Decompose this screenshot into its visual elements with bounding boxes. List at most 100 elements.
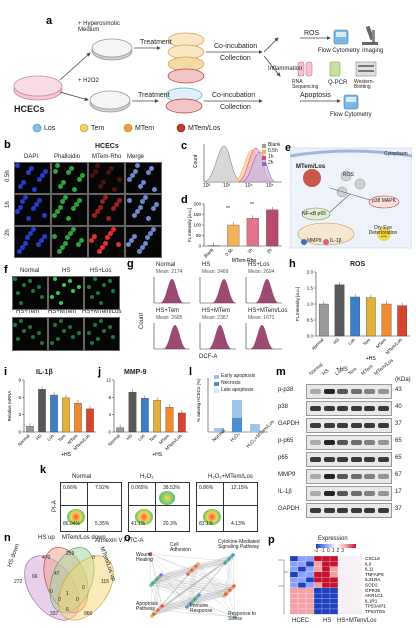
- ytick: 1.0: [307, 302, 314, 307]
- micrograph-b-1-2: [88, 194, 125, 226]
- heat-cell: [289, 608, 299, 615]
- heat-cell: [305, 603, 315, 610]
- col-dapi: DAPI: [24, 154, 39, 160]
- k-q_ur-1: 38.53%: [163, 485, 180, 491]
- qpcr-label: Q-PCR: [328, 80, 348, 86]
- micrograph-b-2-2: [88, 226, 125, 258]
- l-bar-normal: [214, 428, 224, 432]
- g-label-1: HS: [202, 262, 211, 268]
- bar-HS: [38, 389, 46, 433]
- k-plot-2: 0.86% 12.15% 83.1% 4.13%: [196, 482, 258, 532]
- panel-p-letter: p: [268, 534, 275, 546]
- heat-cell: [305, 556, 315, 562]
- e-ros: ROS: [343, 172, 354, 178]
- ros-micrograph-0-1: [48, 276, 84, 310]
- gene-IL6: IL6: [365, 561, 372, 566]
- ros-micrograph-1-2: [84, 317, 120, 351]
- dendrogram: [278, 559, 288, 614]
- k-q_ul-1: 0.065%: [131, 485, 148, 491]
- network-node: [233, 615, 237, 619]
- k-q_ll-2: 83.1%: [199, 521, 214, 527]
- blot-strip-3: [306, 435, 392, 450]
- gene-CXCL8: CXCL8: [365, 556, 380, 561]
- blot-strip-5: [306, 469, 392, 484]
- micrograph-b-1-3: [125, 194, 162, 226]
- k-q_ur-2: 12.15%: [231, 485, 248, 491]
- e-cytoplasm: Cytoplasm: [384, 151, 408, 157]
- venn-number-4: 66: [32, 574, 38, 580]
- bar-Tem: [153, 400, 162, 433]
- heat-cell: [305, 582, 315, 588]
- heat-cell: [329, 598, 339, 604]
- bar-HS: [334, 284, 345, 337]
- p-group-hcec: HCEC: [292, 618, 310, 624]
- p-scale-1: -1: [320, 548, 325, 554]
- sig-0: **: [226, 206, 230, 212]
- panel-d-chart: 0 50 100 150 200 Blank 0.5h 1h 2h FL Intensity [a…: [187, 202, 282, 264]
- ytick: 50: [196, 233, 202, 238]
- row-2h: 2h: [5, 229, 11, 236]
- k-title-1: H₂O₂: [140, 474, 154, 480]
- heat-cell: [353, 571, 363, 578]
- bar-0.5h: [227, 224, 240, 247]
- heat-cell: [313, 561, 323, 567]
- micrograph-b-2-3: [125, 226, 162, 258]
- ytick: 150: [193, 212, 201, 217]
- venn-number-13: 6: [66, 607, 69, 613]
- legend-mtemlos-swatch: [176, 123, 186, 133]
- legend-los-label: Los: [44, 125, 56, 132]
- panel-b-letter: b: [4, 139, 11, 151]
- network-node: [159, 573, 163, 577]
- bar-Normal: [318, 303, 329, 337]
- legend-mtemlos-label: MTem/Los: [188, 125, 221, 132]
- k-q_ll-0: 86.04%: [63, 521, 80, 527]
- p-scale-4: 2: [336, 548, 340, 554]
- western-blot-label: Western-Blotting: [354, 79, 375, 90]
- heat-cell: [329, 582, 339, 588]
- f-hsmtem: HS+MTem: [48, 309, 77, 315]
- dry-eye-face-icon: [377, 227, 391, 241]
- c-legend-2h: 2h: [268, 160, 274, 166]
- ros-micrograph-1-1: [48, 317, 84, 351]
- xtick-Normal: Normal: [311, 337, 325, 351]
- network-node: [197, 593, 201, 597]
- ytick: 3: [18, 412, 21, 417]
- mtemlos-particle-icon: [303, 169, 321, 187]
- g-mean-0: Mean: 2174: [156, 269, 183, 275]
- p-color-scale: [316, 544, 356, 548]
- xtick-HS: HS: [125, 433, 133, 441]
- blot-strip-6: [306, 486, 392, 501]
- p-legend-title: Expression: [318, 536, 348, 542]
- heat-cell: [305, 608, 315, 615]
- p-group-hsmtem: HS+MTem/Los: [337, 618, 377, 624]
- c-legend-1h: 1h: [268, 154, 274, 160]
- heat-cell: [345, 577, 355, 583]
- heat-cell: [297, 608, 307, 615]
- heat-cell: [353, 556, 363, 562]
- f-hslos: HS+Los: [90, 268, 112, 274]
- ytick: 8: [108, 395, 111, 400]
- micrograph-b-0-2: [88, 162, 125, 194]
- c-xtick-1: 10³: [223, 183, 231, 189]
- blot-kda-0: 43: [395, 387, 402, 393]
- heat-cell: [321, 571, 331, 578]
- ytick: 6: [18, 395, 21, 400]
- heat-cell: [305, 592, 315, 599]
- blot-col-2: Los: [334, 367, 345, 377]
- blot-row-2: GAPDH: [278, 421, 300, 427]
- bar-1h: [246, 218, 259, 247]
- ros-label: ROS: [304, 30, 320, 37]
- heat-cell: [353, 592, 363, 599]
- heat-cell: [337, 582, 347, 588]
- micrograph-b-0-0: [14, 162, 51, 194]
- panel-m-letter: m: [276, 366, 286, 378]
- h2o2-label: + H2O2: [78, 78, 99, 84]
- legend-mtem-swatch: [123, 123, 133, 133]
- m-kda-header: (KDa): [395, 377, 411, 383]
- g-hist-2: [245, 277, 282, 304]
- heat-cell: [289, 592, 299, 599]
- treatment-top-label: Treatment: [140, 39, 172, 46]
- bar-2h: [266, 209, 279, 247]
- g-ylabel: Count: [139, 312, 145, 329]
- heat-cell: [353, 561, 363, 567]
